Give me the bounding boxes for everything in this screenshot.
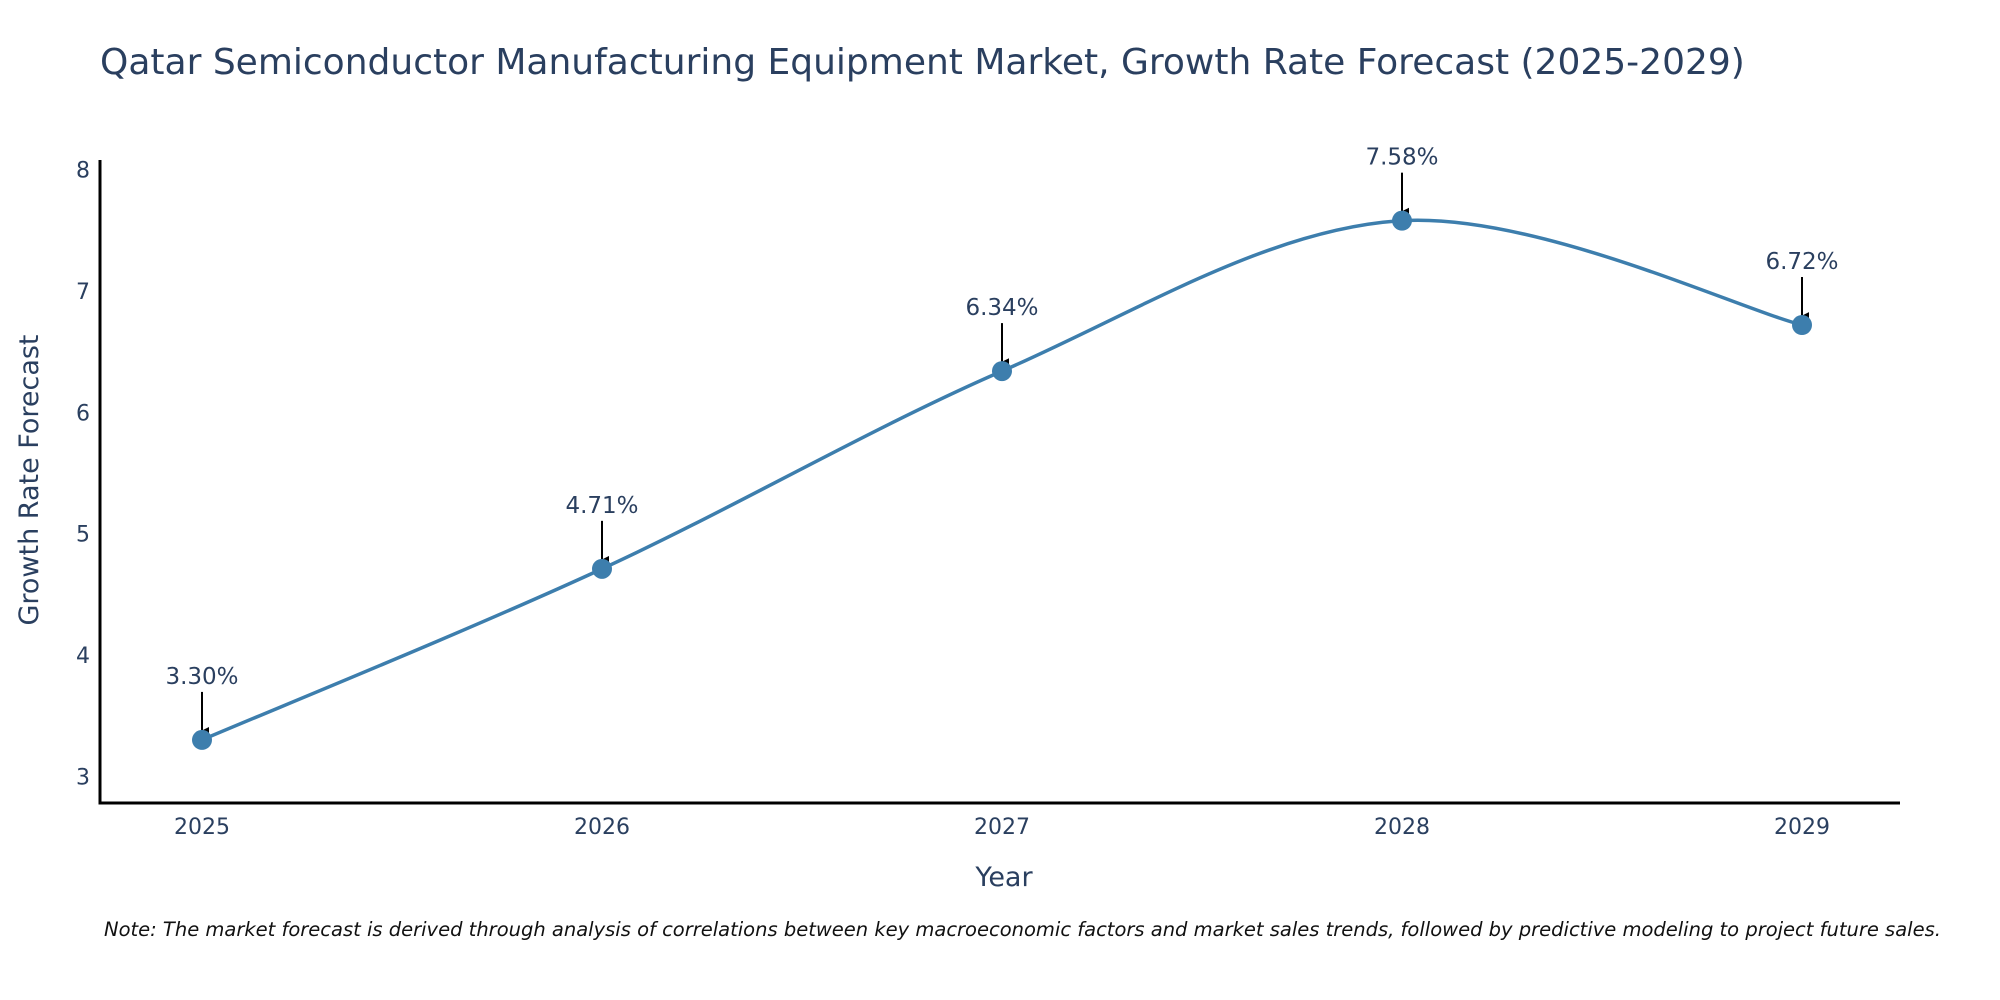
x-tick-label: 2029 xyxy=(1774,815,1830,840)
chart-title: Qatar Semiconductor Manufacturing Equipm… xyxy=(100,42,1745,83)
y-tick-label: 7 xyxy=(76,280,90,305)
y-tick-label: 8 xyxy=(76,159,90,184)
data-point xyxy=(992,361,1012,382)
y-axis-title: Growth Rate Forecast xyxy=(14,334,45,625)
x-axis-title: Year xyxy=(974,862,1033,893)
data-point xyxy=(192,729,212,750)
data-label: 4.71% xyxy=(565,493,638,519)
x-tick-label: 2027 xyxy=(974,815,1030,840)
data-point xyxy=(1392,210,1412,231)
data-label: 6.72% xyxy=(1765,249,1838,275)
data-point xyxy=(1792,314,1812,335)
data-label: 7.58% xyxy=(1365,145,1438,171)
y-tick-label: 4 xyxy=(76,644,90,669)
x-tick-label: 2028 xyxy=(1374,815,1430,840)
data-label: 6.34% xyxy=(965,295,1038,321)
y-tick-label: 6 xyxy=(76,401,90,426)
data-label: 3.30% xyxy=(165,664,238,690)
data-point xyxy=(592,558,612,579)
y-tick-label: 3 xyxy=(76,765,90,790)
x-tick-label: 2026 xyxy=(574,815,630,840)
y-tick-label: 5 xyxy=(76,523,90,548)
footnote: Note: The market forecast is derived thr… xyxy=(104,918,1941,941)
x-tick-label: 2025 xyxy=(174,815,230,840)
